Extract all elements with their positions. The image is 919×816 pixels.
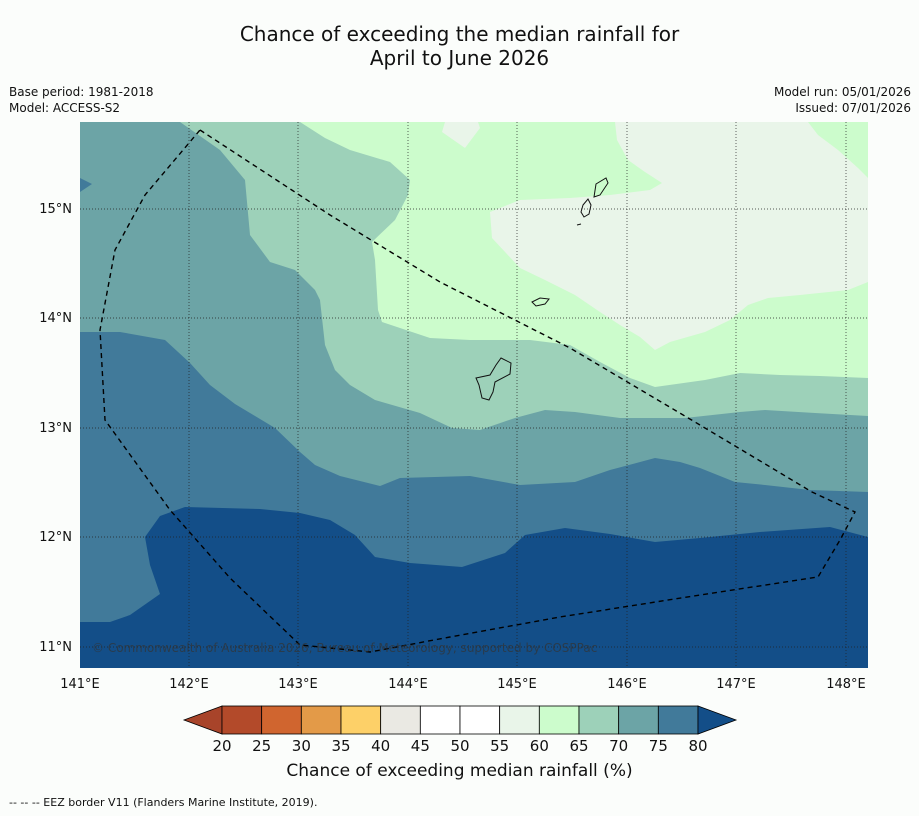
contour-patch-west: [80, 178, 92, 192]
lat-label-12: 12°N: [39, 530, 72, 545]
colorbar-tick-30: 30: [292, 737, 311, 755]
colorbar-under-arrow: [182, 705, 223, 735]
colorbar-ticks: 20 25 30 35 40 45 50 55 60 65 70 75 80: [212, 737, 707, 755]
base-period: Base period: 1981-2018: [9, 85, 154, 99]
lat-axis-labels: 15°N 14°N 13°N 12°N 11°N: [39, 202, 72, 655]
lon-label-147: 147°E: [716, 677, 756, 692]
lon-label-146: 146°E: [607, 677, 647, 692]
colorbar-tick-45: 45: [411, 737, 430, 755]
lat-label-14: 14°N: [39, 311, 72, 326]
island-tinian: [580, 198, 592, 218]
colorbar-tick-35: 35: [331, 737, 350, 755]
colorbar-box-30-35: [300, 705, 342, 735]
meta-right: Model run: 05/01/2026 Issued: 07/01/2026: [774, 84, 911, 116]
rainfall-contours: [80, 122, 868, 668]
colorbar-box-70-75: [618, 705, 659, 735]
lon-label-145: 145°E: [497, 677, 537, 692]
eez-border: [99, 129, 856, 653]
lon-label-144: 144°E: [388, 677, 428, 692]
colorbar-box-40-45: [380, 705, 421, 735]
islands: [475, 177, 609, 401]
copyright-notice: © Commonwealth of Australia 2026, Bureau…: [92, 641, 598, 655]
lat-label-15: 15°N: [39, 202, 72, 217]
colorbar-box-35-40: [340, 705, 382, 735]
meta-left: Base period: 1981-2018 Model: ACCESS-S2: [9, 84, 154, 116]
colorbar-tick-20: 20: [212, 737, 231, 755]
lat-label-13: 13°N: [39, 421, 72, 436]
island-rota: [531, 297, 550, 307]
island-aguijan: [576, 223, 582, 226]
colorbar-tick-40: 40: [371, 737, 390, 755]
model-run: Model run: 05/01/2026: [773, 85, 911, 99]
colorbar-tick-50: 50: [450, 737, 469, 755]
colorbar-title: Chance of exceeding median rainfall (%): [286, 761, 633, 781]
colorbar-boxes: [221, 705, 699, 735]
model-name: Model: ACCESS-S2: [9, 101, 121, 115]
colorbar-box-55-60: [499, 705, 540, 735]
colorbar-box-60-65: [538, 705, 580, 735]
contour-55-60: [490, 122, 868, 350]
colorbar-box-25-30: [261, 705, 302, 735]
title-line-1: Chance of exceeding the median rainfall …: [239, 22, 680, 46]
colorbar-tick-70: 70: [609, 737, 628, 755]
colorbar-tick-25: 25: [252, 737, 271, 755]
lon-label-143: 143°E: [278, 677, 318, 692]
contour-55-60-small: [442, 122, 480, 148]
colorbar-box-65-70: [578, 705, 620, 735]
colorbar-tick-55: 55: [490, 737, 509, 755]
colorbar-tick-75: 75: [649, 737, 668, 755]
lon-label-148: 148°E: [826, 677, 866, 692]
colorbar-box-45-50: [419, 705, 461, 735]
colorbar-tick-80: 80: [688, 737, 707, 755]
lon-label-141: 141°E: [60, 677, 100, 692]
issued-date: Issued: 07/01/2026: [795, 101, 911, 115]
colorbar-box-50-55: [459, 705, 501, 735]
colorbar-tick-60: 60: [530, 737, 549, 755]
chart-title: Chance of exceeding the median rainfall …: [0, 22, 919, 70]
lon-label-142: 142°E: [169, 677, 209, 692]
eez-footnote: -- -- -- EEZ border V11 (Flanders Marine…: [9, 796, 318, 809]
colorbar-box-20-25: [221, 705, 263, 735]
colorbar-tick-65: 65: [569, 737, 588, 755]
lat-label-11: 11°N: [39, 640, 72, 655]
colorbar-box-75-80: [657, 705, 699, 735]
colorbar-over-arrow: [697, 705, 738, 735]
title-line-2: April to June 2026: [369, 46, 550, 70]
lon-axis-labels: 141°E 142°E 143°E 144°E 145°E 146°E 147°…: [60, 677, 866, 692]
island-saipan: [593, 177, 609, 198]
colorbar: 20 25 30 35 40 45 50 55 60 65 70 75 80: [182, 705, 738, 755]
gridlines: [80, 122, 868, 668]
island-guam: [475, 357, 512, 401]
